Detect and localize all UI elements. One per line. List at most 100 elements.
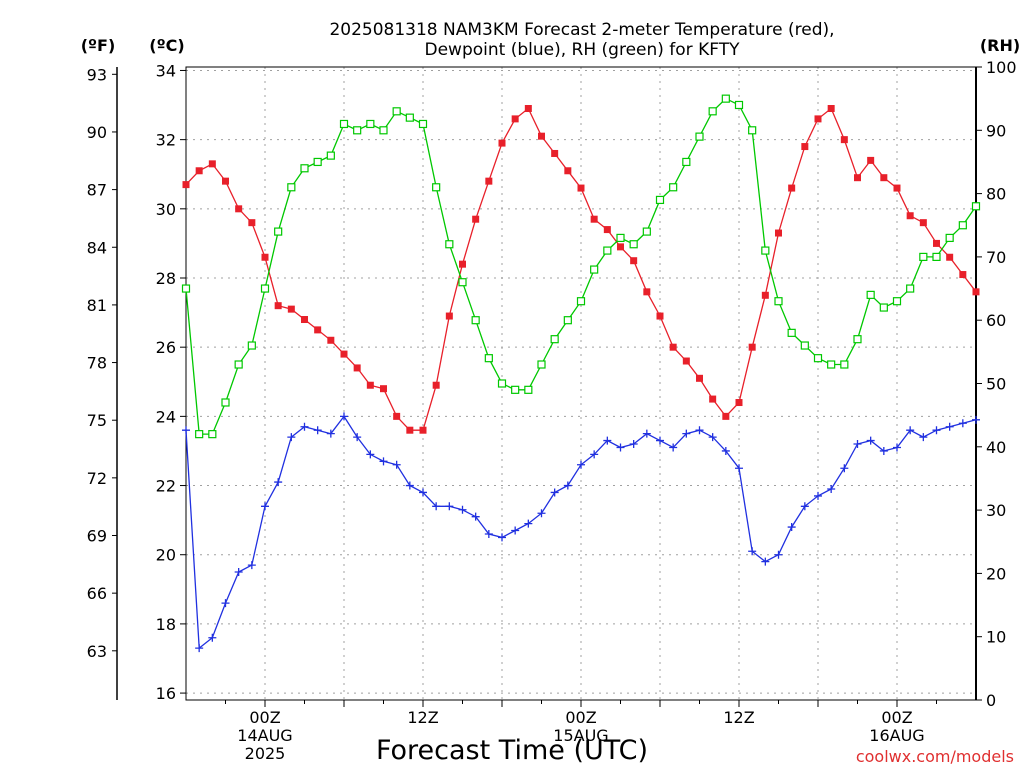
temperature-point bbox=[854, 174, 861, 182]
fahrenheit-tick-label: 87 bbox=[87, 181, 107, 200]
dewpoint-point bbox=[748, 547, 757, 556]
rh-point bbox=[300, 164, 309, 173]
rh-point bbox=[787, 328, 796, 337]
temperature-point bbox=[801, 143, 809, 151]
rh-point bbox=[511, 385, 520, 394]
rh-point bbox=[418, 119, 428, 129]
dewpoint-point bbox=[656, 436, 664, 445]
x-tick-label: 2025 bbox=[245, 744, 286, 763]
temperature-point bbox=[617, 243, 624, 251]
temperature-point bbox=[380, 385, 387, 393]
dewpoint-point bbox=[537, 509, 546, 518]
dewpoint-point bbox=[340, 412, 348, 421]
dewpoint-point bbox=[458, 505, 467, 514]
dewpoint-point bbox=[800, 502, 809, 511]
temperature-point bbox=[406, 426, 414, 434]
temperature-point bbox=[314, 326, 322, 334]
rh-point bbox=[445, 240, 454, 249]
temperature-point bbox=[577, 184, 585, 192]
dewpoint-point bbox=[313, 426, 322, 435]
rh-point bbox=[287, 183, 296, 192]
rh-point bbox=[590, 265, 599, 274]
fahrenheit-tick-label: 78 bbox=[87, 354, 107, 373]
rh-point bbox=[471, 316, 480, 325]
temperature-point bbox=[498, 139, 506, 147]
fahrenheit-tick-label: 84 bbox=[87, 238, 107, 257]
rh-tick-label: 30 bbox=[986, 501, 1006, 520]
temperature-point bbox=[564, 167, 572, 175]
dewpoint-point bbox=[208, 633, 217, 642]
rh-point bbox=[932, 252, 941, 261]
temperature-point bbox=[669, 343, 677, 351]
temperature-point bbox=[906, 212, 914, 220]
rh-point bbox=[339, 119, 349, 129]
x-tick-label: 12Z bbox=[407, 708, 438, 727]
dewpoint-point bbox=[972, 415, 980, 424]
rh-point bbox=[260, 284, 270, 293]
dewpoint-point bbox=[445, 502, 454, 511]
rh-point bbox=[234, 360, 243, 369]
temperature-point bbox=[208, 160, 216, 168]
x-tick-label: 00Z bbox=[565, 708, 596, 727]
temperature-point bbox=[959, 271, 967, 279]
dewpoint-point bbox=[221, 599, 230, 608]
rh-point bbox=[458, 278, 467, 287]
dewpoint-point bbox=[326, 429, 335, 438]
rh-tick-label: 100 bbox=[986, 58, 1017, 77]
rh-point bbox=[879, 303, 888, 312]
dewpoint-point bbox=[827, 485, 836, 493]
fahrenheit-tick-label: 63 bbox=[87, 642, 107, 661]
celsius-tick-label: 34 bbox=[156, 61, 176, 80]
temperature-point bbox=[880, 174, 888, 182]
rh-point bbox=[616, 233, 625, 243]
rh-point bbox=[695, 132, 704, 141]
temperature-point bbox=[696, 374, 703, 382]
dewpoint-point bbox=[432, 502, 441, 511]
temperature-point bbox=[301, 316, 308, 324]
rh-tick-label: 50 bbox=[986, 375, 1006, 394]
dewpoint-point bbox=[721, 446, 730, 455]
temperature-point bbox=[459, 260, 466, 268]
rh-point bbox=[603, 246, 612, 255]
rh-point bbox=[326, 151, 335, 160]
dewpoint-point bbox=[695, 426, 704, 435]
celsius-tick-label: 20 bbox=[156, 546, 176, 565]
celsius-tick-label: 30 bbox=[156, 200, 176, 219]
temperature-point bbox=[445, 312, 453, 320]
temperature-point bbox=[682, 357, 690, 365]
temperature-point bbox=[248, 219, 256, 227]
unit-label-celsius: (ºC) bbox=[149, 36, 184, 55]
x-tick-label: 14AUG bbox=[237, 726, 292, 745]
x-tick-label: 00Z bbox=[249, 708, 280, 727]
dewpoint-point bbox=[300, 422, 309, 431]
chart-axes: 16 18 20 22 24 26 28 30 32 34 63 66 69 72 75 78 81 84 87 90… bbox=[87, 58, 1017, 763]
rh-point bbox=[195, 430, 204, 439]
dewpoint-point bbox=[353, 433, 362, 442]
dewpoint-point bbox=[761, 557, 770, 566]
rh-point bbox=[181, 284, 191, 293]
rh-point bbox=[774, 297, 783, 306]
dewpoint-point bbox=[419, 488, 427, 497]
dewpoint-point bbox=[603, 436, 612, 445]
temperature-point bbox=[775, 229, 782, 237]
dewpoint-point bbox=[629, 440, 638, 449]
fahrenheit-tick-label: 69 bbox=[87, 527, 107, 546]
dewpoint-point bbox=[642, 429, 651, 438]
dewpoint-point bbox=[405, 481, 414, 490]
temperature-point bbox=[788, 184, 796, 192]
x-tick-label: 16AUG bbox=[869, 726, 924, 745]
dewpoint-point bbox=[524, 519, 533, 528]
dewpoint-point bbox=[590, 450, 599, 459]
rh-point bbox=[866, 290, 875, 299]
rh-tick-label: 60 bbox=[986, 311, 1006, 330]
rh-tick-label: 80 bbox=[986, 185, 1006, 204]
dewpoint-point bbox=[853, 440, 862, 449]
temperature-point bbox=[814, 115, 822, 123]
rh-point bbox=[892, 297, 902, 306]
rh-point bbox=[313, 157, 322, 167]
x-tick-label: 15AUG bbox=[553, 726, 608, 745]
dewpoint-point bbox=[484, 529, 493, 538]
rh-point bbox=[958, 221, 967, 230]
temperature-point bbox=[735, 399, 743, 407]
chart-series bbox=[181, 94, 981, 653]
